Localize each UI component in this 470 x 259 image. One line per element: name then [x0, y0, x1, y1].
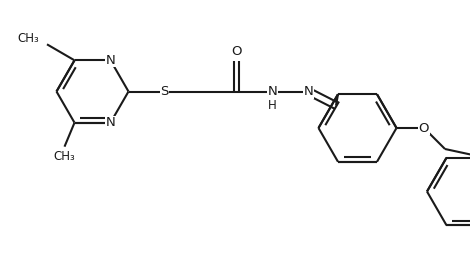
Text: CH₃: CH₃	[17, 32, 39, 45]
Text: S: S	[160, 85, 169, 98]
Text: N: N	[106, 54, 115, 67]
Text: N: N	[267, 85, 277, 98]
Text: CH₃: CH₃	[54, 150, 75, 163]
Text: N: N	[106, 116, 115, 129]
Text: O: O	[231, 45, 242, 58]
Text: H: H	[268, 99, 277, 112]
Text: O: O	[419, 121, 429, 134]
Text: N: N	[304, 85, 313, 98]
